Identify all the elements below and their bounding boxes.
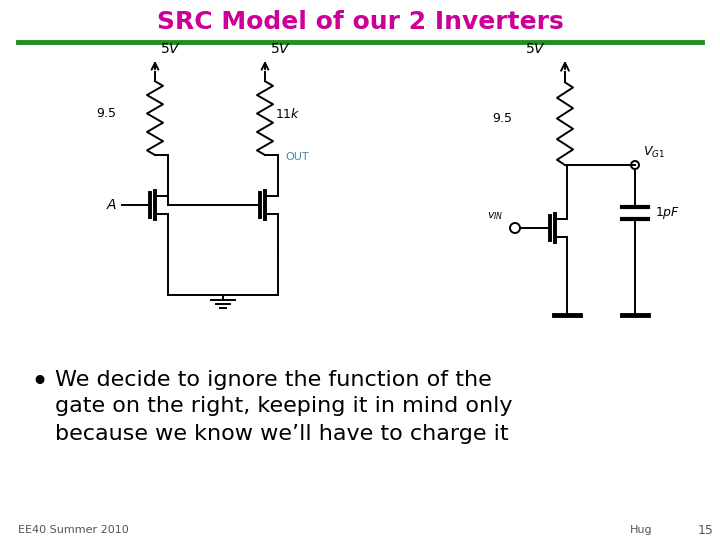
Text: $A$: $A$ bbox=[106, 198, 117, 212]
Text: We decide to ignore the function of the: We decide to ignore the function of the bbox=[55, 370, 492, 390]
Text: $1pF$: $1pF$ bbox=[655, 205, 680, 221]
Text: $5V$: $5V$ bbox=[160, 42, 181, 56]
Text: $9.5$: $9.5$ bbox=[492, 112, 513, 125]
Text: because we know we’ll have to charge it: because we know we’ll have to charge it bbox=[55, 424, 508, 444]
Text: OUT: OUT bbox=[285, 152, 309, 162]
Text: •: • bbox=[30, 368, 48, 397]
Text: EE40 Summer 2010: EE40 Summer 2010 bbox=[18, 525, 129, 535]
Text: $5V$: $5V$ bbox=[525, 42, 546, 56]
Text: SRC Model of our 2 Inverters: SRC Model of our 2 Inverters bbox=[157, 10, 563, 34]
Text: $v_{IN}$: $v_{IN}$ bbox=[487, 210, 503, 222]
Text: $11k$: $11k$ bbox=[275, 106, 300, 120]
Text: $V_{G1}$: $V_{G1}$ bbox=[643, 145, 665, 160]
Text: 15: 15 bbox=[698, 523, 714, 537]
Text: Hug: Hug bbox=[630, 525, 652, 535]
Text: gate on the right, keeping it in mind only: gate on the right, keeping it in mind on… bbox=[55, 396, 513, 416]
Text: $5V$: $5V$ bbox=[270, 42, 291, 56]
Text: $9.5$: $9.5$ bbox=[96, 107, 117, 120]
